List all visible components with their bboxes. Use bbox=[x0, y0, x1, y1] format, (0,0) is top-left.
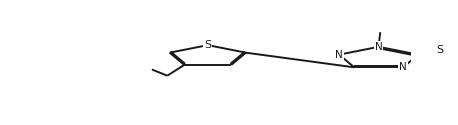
Text: N: N bbox=[375, 42, 382, 52]
Text: S: S bbox=[204, 40, 211, 50]
Text: S: S bbox=[436, 45, 443, 55]
Text: N: N bbox=[399, 62, 407, 72]
Text: N: N bbox=[335, 50, 343, 60]
